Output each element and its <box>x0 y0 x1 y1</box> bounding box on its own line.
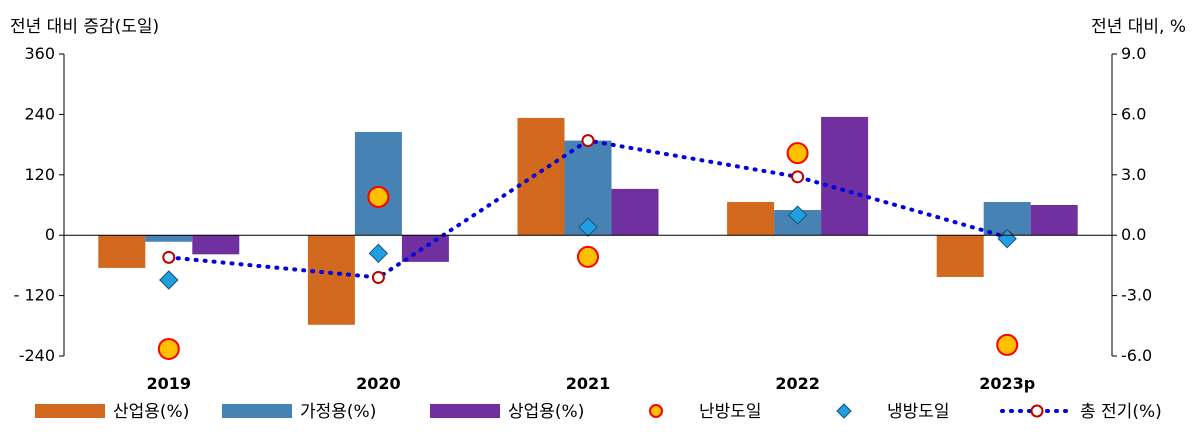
bar-2-2019 <box>145 235 193 242</box>
right-tick-label: -3.0 <box>1121 286 1152 305</box>
right-axis-title: 전년 대비, % <box>1091 17 1186 37</box>
right-tick-label: -6.0 <box>1121 346 1152 365</box>
bar-1-2019 <box>98 235 146 268</box>
x-tick-label-2020: 2020 <box>356 374 401 393</box>
heating-degree-marker-2019 <box>157 337 180 360</box>
bar-1-2023p <box>936 235 984 277</box>
legend-swatch-3 <box>430 404 500 418</box>
x-tick-label-2023p: 2023p <box>979 374 1035 393</box>
right-tick-label: 6.0 <box>1121 104 1146 123</box>
legend-label-5: 냉방도일 <box>887 402 950 422</box>
bar-1-2022 <box>727 201 775 236</box>
line-point-2021 <box>581 134 595 148</box>
right-tick-label: 3.0 <box>1121 165 1146 184</box>
left-tick-label: -240 <box>19 346 55 365</box>
axes-group: -240 - 120 0 120 240 360 -6.0 -3.0 0.0 3.0 6.0 9.0 전… <box>10 17 1186 393</box>
heating-degree-marker-2021 <box>577 245 599 268</box>
legend-label-6: 총 전기(%) <box>1080 402 1162 422</box>
bar-3-2020 <box>401 235 449 262</box>
x-tick-label-2022: 2022 <box>775 374 820 393</box>
bar-3-2023p <box>1030 205 1078 236</box>
line-point-2019 <box>162 250 176 264</box>
right-tick-label: 9.0 <box>1121 44 1146 63</box>
cooling-degree-marker-2019 <box>159 270 179 290</box>
left-axis-title: 전년 대비 증감(도일) <box>10 17 159 37</box>
left-tick-label: 240 <box>24 104 55 123</box>
line-point-2020 <box>371 270 385 284</box>
x-tick-label-2019: 2019 <box>147 374 192 393</box>
legend-heating-marker <box>649 404 663 418</box>
left-tick-label: 120 <box>24 165 55 184</box>
x-tick-label-2021: 2021 <box>566 374 611 393</box>
bar-3-2019 <box>192 235 240 255</box>
left-tick-label: 0 <box>45 225 55 244</box>
heating-degree-marker-2020 <box>367 185 390 208</box>
bar-3-2021 <box>611 188 659 236</box>
cooling-degree-marker-2021 <box>578 217 598 237</box>
bar-1-2020 <box>307 235 355 325</box>
cooling-degree-marker-2023p <box>997 229 1017 249</box>
right-tick-label: 0.0 <box>1121 225 1146 244</box>
line-point-2022 <box>791 170 805 184</box>
bar-1-2021 <box>517 117 565 236</box>
heating-degree-marker-2022 <box>786 142 809 165</box>
bar-3-2022 <box>821 116 869 236</box>
marker-series-group <box>157 142 1019 360</box>
legend-label-2: 가정용(%) <box>300 402 376 422</box>
left-tick-label: - 120 <box>14 286 55 305</box>
legend-label-1: 산업용(%) <box>113 402 189 422</box>
legend-label-3: 상업용(%) <box>508 402 584 422</box>
legend-cooling-marker <box>836 403 852 419</box>
cooling-degree-marker-2022 <box>787 205 808 225</box>
left-tick-label: 360 <box>24 44 55 63</box>
legend-line-marker <box>1030 404 1044 418</box>
legend-label-4: 난방도일 <box>699 402 762 422</box>
legend-swatch-1 <box>35 404 105 418</box>
heating-degree-marker-2023p <box>996 333 1019 356</box>
legend-swatch-2 <box>222 404 292 418</box>
legend: 산업용(%) 가정용(%) 상업용(%) 난방도일 냉방도일 총 전기(%) <box>35 402 1162 422</box>
bar-2-2020 <box>354 132 402 236</box>
cooling-degree-marker-2020 <box>368 243 389 264</box>
